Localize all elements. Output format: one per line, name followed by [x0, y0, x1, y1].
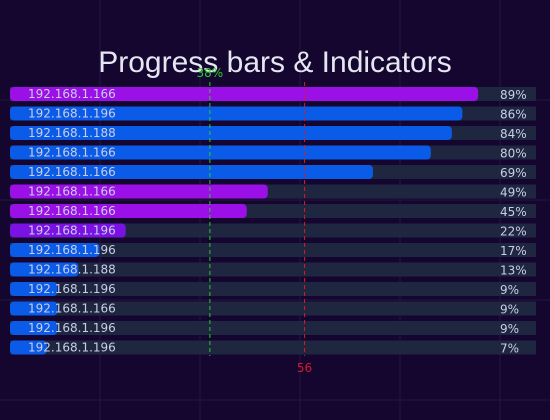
bar-value-label: 80% [500, 147, 527, 161]
bar-value-label: 69% [500, 166, 527, 180]
reference-lines: 38% 56 [197, 66, 313, 375]
progress-track [10, 282, 536, 296]
progress-bar [10, 340, 47, 355]
progress-bar [10, 262, 79, 277]
bar-category-label: 192.168.1.166 [28, 146, 116, 160]
progress-bar [10, 106, 463, 121]
progress-track [10, 223, 536, 238]
bar-value-label: 13% [500, 264, 527, 278]
progress-track [10, 301, 536, 316]
bar-category-label: 192.168.1.166 [28, 165, 116, 179]
progress-bar [10, 301, 58, 316]
bar-category-label: 192.168.1.196 [28, 341, 116, 355]
bar-category-label: 192.168.1.196 [28, 321, 116, 335]
bar-category-label: 192.168.1.196 [28, 107, 116, 121]
progress-bar [10, 126, 452, 140]
progress-track [10, 340, 536, 355]
progress-bar [10, 282, 58, 296]
bar-value-label: 45% [500, 205, 527, 219]
reference-line-label: 38% [197, 66, 224, 80]
bars-group: 192.168.1.166 89% 192.168.1.196 86% 192.168.… [10, 87, 536, 356]
bar-value-label: 89% [500, 88, 527, 102]
reference-line-label: 56 [297, 361, 312, 375]
progress-bar [10, 321, 58, 335]
bar-category-label: 192.168.1.166 [28, 302, 116, 316]
bar-category-label: 192.168.1.166 [28, 204, 116, 218]
bar-value-label: 9% [500, 283, 519, 297]
progress-track [10, 321, 536, 335]
progress-track [10, 262, 536, 277]
bar-value-label: 7% [500, 342, 519, 356]
bar-value-label: 9% [500, 303, 519, 317]
bar-category-label: 192.168.1.196 [28, 243, 116, 257]
bar-value-label: 84% [500, 127, 527, 141]
chart-title: Progress bars & Indicators [98, 46, 451, 79]
progress-bar [10, 243, 100, 257]
bar-category-label: 192.168.1.188 [28, 126, 116, 140]
progress-bar [10, 223, 126, 238]
bar-category-label: 192.168.1.196 [28, 282, 116, 296]
bar-category-label: 192.168.1.196 [28, 224, 116, 238]
bar-category-label: 192.168.1.188 [28, 263, 116, 277]
bar-category-label: 192.168.1.166 [28, 87, 116, 101]
progress-bar [10, 184, 268, 199]
bar-value-label: 49% [500, 186, 527, 200]
bar-category-label: 192.168.1.166 [28, 185, 116, 199]
bar-value-label: 22% [500, 225, 527, 239]
progress-track [10, 243, 536, 257]
progress-bar [10, 87, 479, 101]
bar-value-label: 86% [500, 108, 527, 122]
progress-bar [10, 165, 373, 179]
progress-bar [10, 145, 431, 160]
progress-bar [10, 204, 247, 218]
bar-value-label: 17% [500, 244, 527, 258]
bar-value-label: 9% [500, 322, 519, 336]
